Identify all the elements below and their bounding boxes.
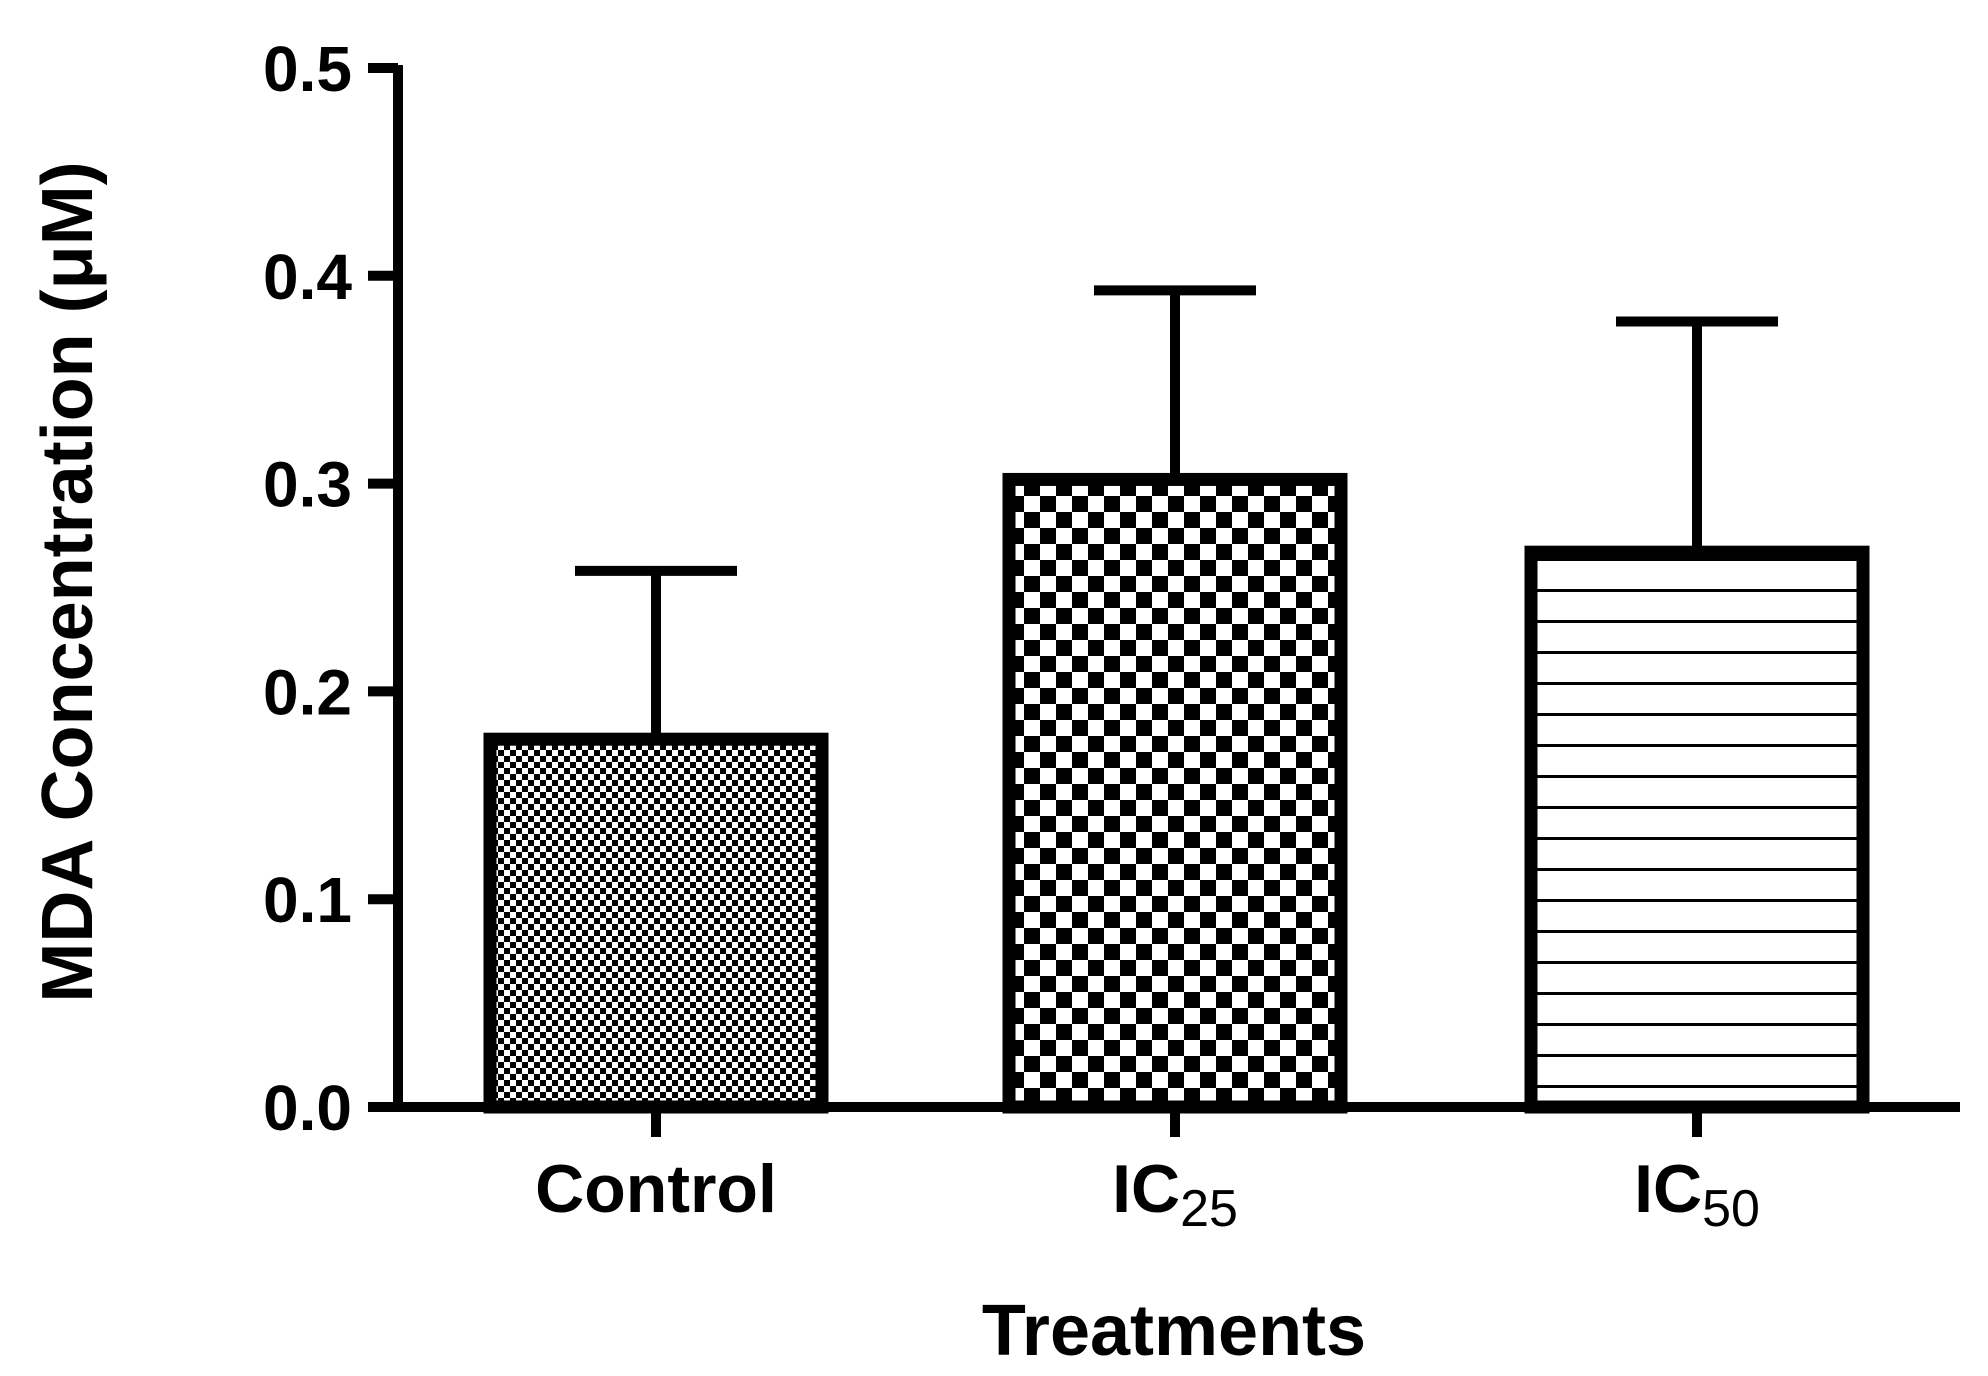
y-tick-label: 0.5: [263, 33, 352, 105]
x-tick-label: IC25: [1112, 1151, 1238, 1238]
y-axis-title: MDA Concentration (μM): [28, 161, 108, 1002]
bar: [1002, 472, 1348, 1114]
y-tick-label: 0.2: [263, 656, 352, 728]
x-axis-title: Treatments: [982, 1291, 1366, 1371]
y-tick-label: 0.1: [263, 864, 352, 936]
y-tick-label: 0.3: [263, 449, 352, 521]
y-tick-label: 0.0: [263, 1072, 352, 1144]
x-tick-label: IC50: [1634, 1151, 1760, 1238]
bar: [1524, 545, 1870, 1114]
y-tick-label: 0.4: [263, 241, 352, 313]
plot-area: 0.0 0.1 0.2 0.3 0.4 0.5 Control IC25 IC50: [263, 33, 1960, 1238]
bar: [483, 732, 829, 1114]
x-tick-label: Control: [535, 1151, 777, 1227]
